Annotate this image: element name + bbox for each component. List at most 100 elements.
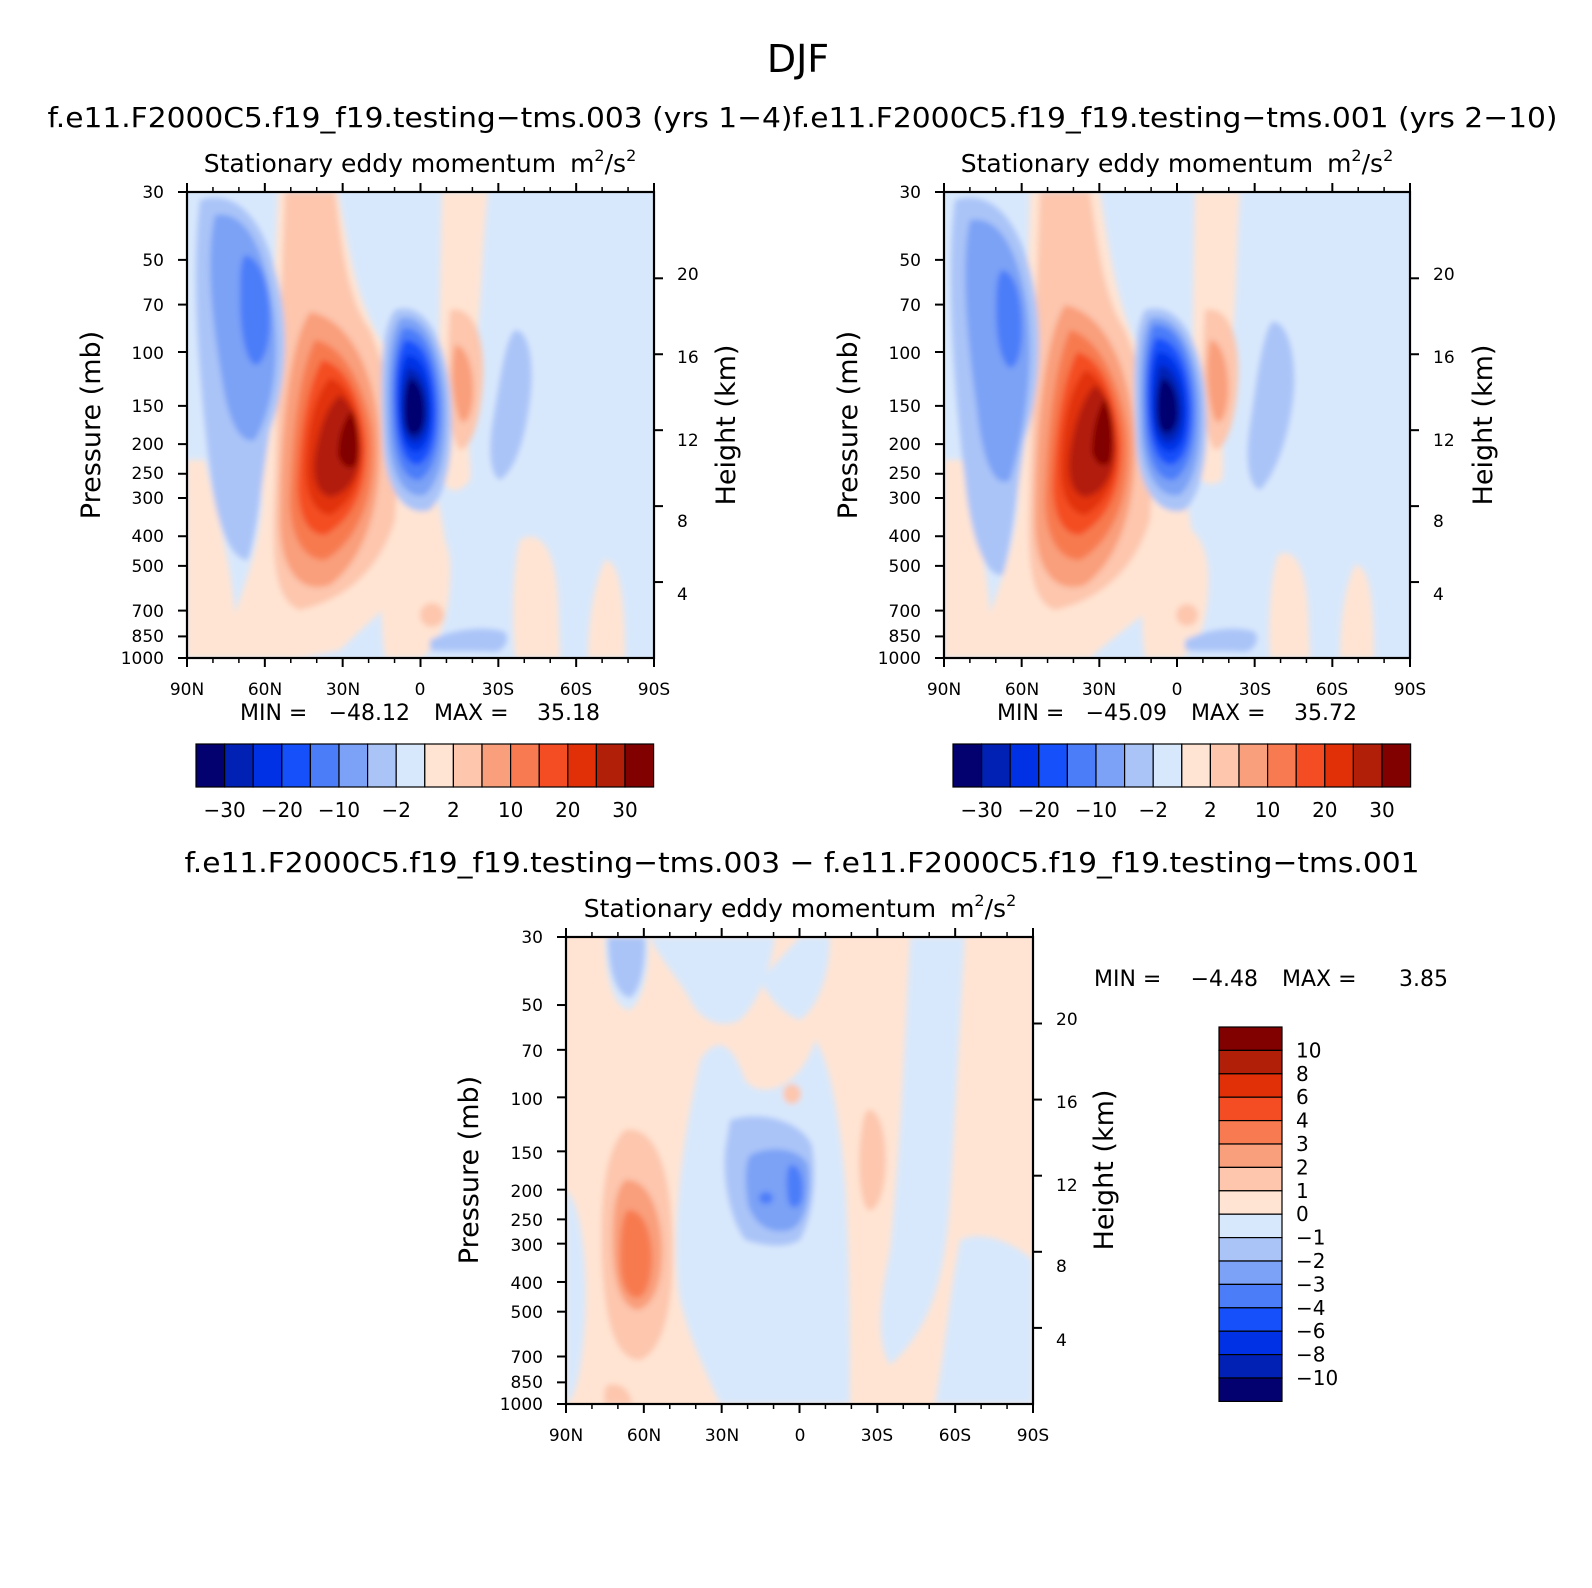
panel-3-y-tick-label-250: 250 bbox=[511, 1211, 543, 1231]
panel-2-y2-tick-label-20: 20 bbox=[1433, 265, 1455, 285]
panel-3-y-tick-label-50: 50 bbox=[521, 996, 543, 1016]
panel-3-x-tick-label-0: 90N bbox=[549, 1426, 583, 1446]
panel-2-x-tick-label-3: 0 bbox=[1172, 680, 1183, 700]
colorbar-label: 20 bbox=[555, 798, 580, 822]
panel-2-tick-marks bbox=[935, 183, 1419, 667]
colorbar-box bbox=[1324, 743, 1355, 788]
panel-2-min-value: −45.09 bbox=[1086, 701, 1167, 726]
panel-2-units: m bbox=[1327, 149, 1351, 178]
panel-3-negative-region-4-small bbox=[759, 1192, 773, 1204]
panel-1-max-label: MAX = bbox=[434, 701, 509, 726]
panel-1-y-tick-label-30: 30 bbox=[142, 183, 164, 203]
panel-1-min-label: MIN = bbox=[240, 701, 307, 726]
panel-3-min-label: MIN = bbox=[1094, 967, 1161, 992]
colorbar-label: −4 bbox=[1296, 1296, 1325, 1320]
panel-2-y-tick-labels: 30 50 70 100 150 200 250 300 400 500 700… bbox=[878, 183, 921, 669]
colorbar-label: 10 bbox=[1255, 798, 1280, 822]
panel-1-x-tick-label-5: 60S bbox=[560, 680, 592, 700]
panel-2-negative-region-10 bbox=[996, 270, 1022, 368]
panel-1-y2-tick-label-8: 8 bbox=[677, 512, 688, 532]
panel-2-x-tick-label-5: 60S bbox=[1316, 680, 1348, 700]
panel-1-y2-tick-label-16: 16 bbox=[677, 348, 699, 368]
panel-1-y-tick-label-50: 50 bbox=[142, 251, 164, 271]
panel-3-contour-field bbox=[566, 937, 1033, 1404]
colorbar-box bbox=[1152, 743, 1183, 788]
panel-3-y2-tick-labels: 20 16 12 8 4 bbox=[1056, 1010, 1078, 1351]
panel-1-y-tick-label-100: 100 bbox=[132, 344, 164, 364]
colorbar-box bbox=[1218, 1096, 1283, 1122]
colorbar-label: −30 bbox=[960, 798, 1002, 822]
panel-2-units-exp-2: 2 bbox=[1383, 146, 1393, 165]
panel-1-y2-axis-label: Height (km) bbox=[711, 345, 742, 506]
panel-3-y2-tick-label-20: 20 bbox=[1056, 1010, 1078, 1030]
colorbar-box bbox=[510, 743, 540, 788]
panel-3-case-title: f.e11.F2000C5.f19_f19.testing−tms.003 − … bbox=[185, 846, 1420, 879]
colorbar-box bbox=[252, 743, 283, 788]
colorbar-label: 4 bbox=[1296, 1109, 1309, 1133]
panel-2-x-tick-label-0: 90N bbox=[927, 680, 961, 700]
panel-2-y-tick-label-70: 70 bbox=[899, 296, 921, 316]
colorbar-box bbox=[1123, 743, 1154, 788]
colorbar-box bbox=[424, 743, 454, 788]
panel-3-y-tick-label-300: 300 bbox=[511, 1236, 543, 1256]
panel-3-y-tick-label-400: 400 bbox=[511, 1274, 543, 1294]
panel-2-y-tick-label-500: 500 bbox=[889, 557, 921, 577]
panel-2-negative-region-surface-2 bbox=[1185, 628, 1257, 652]
panel-3-negative-light-region-north bbox=[566, 1190, 586, 1404]
panel-3-negative-light-region-south bbox=[880, 937, 965, 1365]
panel-3-y2-tick-label-16: 16 bbox=[1056, 1093, 1078, 1113]
panel-3-max-label: MAX = bbox=[1282, 967, 1357, 992]
panel-3-min-value: −4.48 bbox=[1191, 967, 1258, 992]
colorbar-box bbox=[1238, 743, 1269, 788]
panel-1-y-tick-label-70: 70 bbox=[142, 296, 164, 316]
colorbar-box bbox=[1218, 1073, 1283, 1098]
colorbar-box bbox=[1218, 1213, 1283, 1239]
colorbar-box bbox=[338, 743, 369, 788]
panel-3: f.e11.F2000C5.f19_f19.testing−tms.003 − … bbox=[185, 846, 1449, 1446]
panel-1-positive-light-region-polar bbox=[187, 460, 236, 658]
panel-3-negative-region-2-top bbox=[608, 937, 646, 998]
panel-2-y-tick-label-700: 700 bbox=[889, 602, 921, 622]
panel-1-positive-spot-2 bbox=[420, 603, 444, 627]
colorbar-box bbox=[1218, 1260, 1283, 1285]
colorbar-box bbox=[481, 743, 512, 788]
panel-1-contour-field bbox=[187, 192, 654, 658]
panel-2-max-value: 35.72 bbox=[1294, 701, 1357, 726]
panel-1-y-tick-label-400: 400 bbox=[132, 527, 164, 547]
panel-2-y-tick-label-30: 30 bbox=[899, 183, 921, 203]
colorbar-label: 6 bbox=[1296, 1085, 1309, 1109]
colorbar-label: −10 bbox=[1075, 798, 1117, 822]
colorbar-box bbox=[952, 743, 983, 788]
colorbar-box bbox=[595, 743, 626, 788]
panel-1-y-tick-labels: 30 50 70 100 150 200 250 300 400 500 700… bbox=[121, 183, 164, 669]
colorbar-label: −20 bbox=[1018, 798, 1060, 822]
panel-1-x-tick-label-3: 0 bbox=[415, 680, 426, 700]
colorbar-label: 2 bbox=[1296, 1155, 1309, 1179]
panel-1-y-tick-label-500: 500 bbox=[132, 557, 164, 577]
colorbar-box bbox=[1218, 1190, 1283, 1215]
panel-1-y-tick-label-1000: 1000 bbox=[121, 649, 164, 669]
colorbar-label: 2 bbox=[447, 798, 460, 822]
panel-3-y-tick-label-700: 700 bbox=[511, 1348, 543, 1368]
panel-2-colorbar: −30 −20 −10 −2 2 10 20 30 bbox=[952, 743, 1412, 822]
panel-1-units-mid: /s bbox=[605, 149, 626, 178]
panel-2-variable-name: Stationary eddy momentum bbox=[961, 149, 1313, 178]
panel-3-y2-tick-label-4: 4 bbox=[1056, 1331, 1067, 1351]
panel-3-negative-light-region-pole bbox=[935, 1236, 1033, 1404]
colorbar-label: −1 bbox=[1296, 1226, 1325, 1250]
panel-3-y-tick-label-100: 100 bbox=[511, 1090, 543, 1110]
panel-3-x-tick-label-3: 0 bbox=[795, 1426, 806, 1446]
colorbar-label: −2 bbox=[1296, 1249, 1325, 1273]
colorbar-box bbox=[1009, 743, 1040, 788]
colorbar-box bbox=[567, 743, 597, 788]
panel-1-y2-tick-label-4: 4 bbox=[677, 585, 688, 605]
colorbar-box bbox=[1266, 743, 1297, 788]
panel-3-units-exp-2: 2 bbox=[1006, 891, 1016, 910]
figure-title: DJF bbox=[767, 37, 829, 81]
panel-3-units-mid: /s bbox=[985, 894, 1006, 923]
colorbar-label: −2 bbox=[381, 798, 410, 822]
panel-2-y-tick-label-100: 100 bbox=[889, 344, 921, 364]
panel-1-positive-light-region-southern-high bbox=[513, 536, 560, 658]
